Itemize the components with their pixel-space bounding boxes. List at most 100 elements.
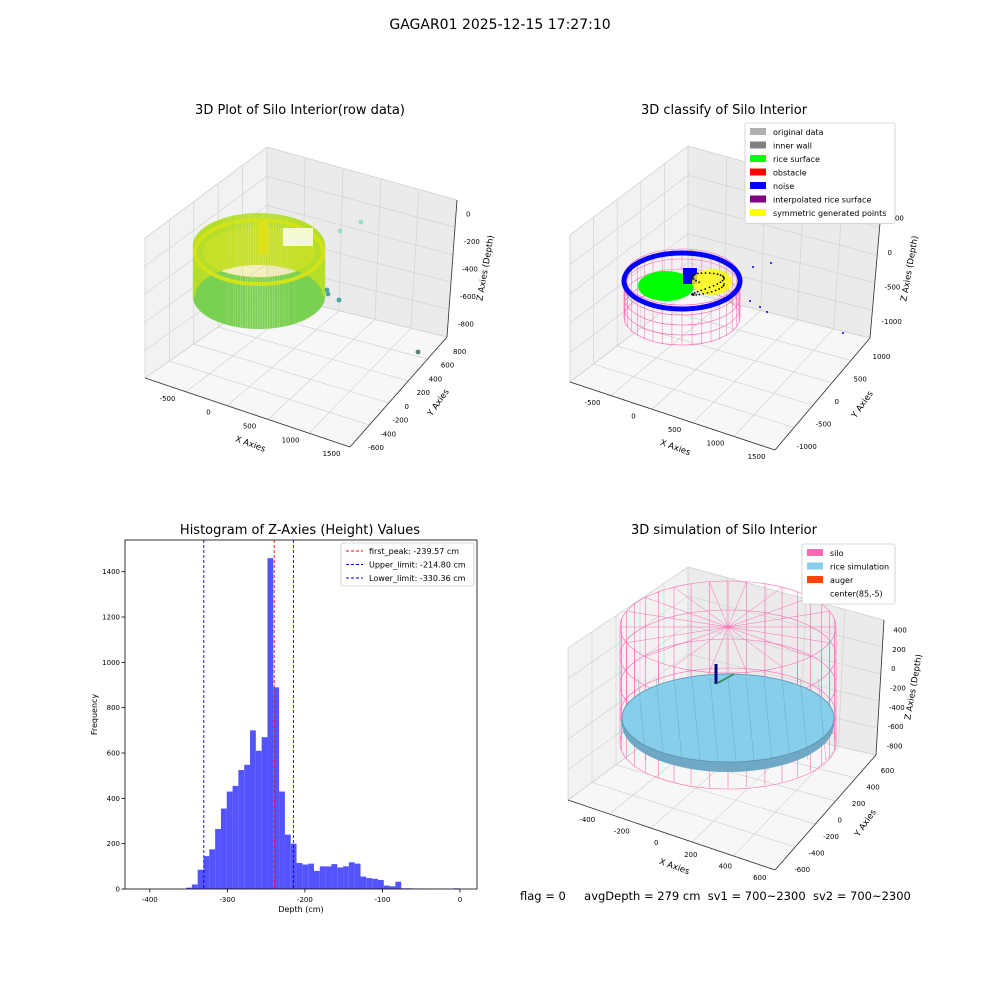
histogram-bar: [279, 791, 285, 889]
plot2-grid-line: [569, 204, 689, 295]
status-footer: flag = 0 avgDepth = 279 cm sv1 = 700~230…: [520, 889, 911, 903]
plot4-z-tick-label: 400: [893, 627, 906, 635]
plot2-obstacle-dot: [718, 288, 721, 290]
histogram-bar: [267, 558, 274, 889]
plot1-void-patch: [283, 228, 313, 246]
plot4-rice-grid-line: [781, 677, 791, 761]
histogram-legend-label: Upper_limit: -214.80 cm: [369, 561, 466, 570]
plot2-grid-line: [692, 319, 798, 424]
footer-flag: flag = 0: [520, 889, 566, 903]
plot2-grid-line: [569, 145, 689, 236]
plot1-z-tick-label: 0: [466, 211, 470, 219]
plot2-z-tick-label: -500: [885, 283, 901, 291]
plot4-silo-lid-spoke: [727, 581, 747, 628]
histogram-bar: [389, 886, 396, 889]
plot4-y-axis-line: [774, 754, 877, 871]
plot2-grid-line: [640, 327, 833, 384]
histogram-bar: [250, 730, 256, 889]
plot4-rice-grid-line: [799, 677, 809, 761]
plot1-rim-ring: [193, 218, 325, 286]
plot4-y-tick-label: 0: [838, 817, 842, 825]
plot1-grid-line: [308, 327, 412, 434]
plot4-x-tick-label: -200: [614, 828, 630, 836]
plot4-y-tick-label: 400: [866, 784, 879, 792]
histogram-bar: [343, 866, 349, 889]
plot2-x-axis-label: X Axies: [659, 438, 692, 458]
plot2-y-tick-label: 0: [835, 398, 839, 406]
plot4-rice-grid-line: [673, 677, 683, 761]
plot2-obstacle-dot: [695, 293, 698, 296]
plot2-grid-line: [593, 363, 795, 428]
plot4-silo-lid-spoke: [727, 626, 747, 673]
plot1-y-tick-label: -200: [392, 417, 408, 425]
histogram-bar: [232, 785, 239, 889]
plot4-silo-lid-spoke: [673, 626, 729, 668]
plot2-obstacle-dot: [691, 276, 694, 279]
plot2-obstacle-dot: [722, 276, 725, 279]
plot2-legend-box: [744, 122, 896, 224]
plot2-x-axis-line: [569, 381, 776, 451]
plot2-legend-swatch: [750, 141, 766, 149]
histogram-legend-label: first_peak: -239.57 cm: [369, 547, 459, 556]
plot2-obstacle-dot: [695, 279, 697, 282]
plot4-grid-line: [591, 782, 796, 848]
plot1-outlier-point: [324, 287, 330, 293]
histogram-bar: [348, 862, 355, 889]
figure-suptitle: GAGAR01 2025-12-15 17:27:10: [389, 17, 611, 33]
plot2-obstacle-dot: [721, 275, 724, 278]
plot4-rice-grid-line: [637, 677, 647, 761]
plot4-x-axis-label: X Axies: [658, 857, 691, 877]
plot4-auger-arm: [715, 673, 735, 685]
plot1-y-axis-line: [349, 336, 448, 448]
plot2-silo-mesh-ring: [623, 268, 741, 326]
plot1-y-tick-label: -600: [368, 444, 384, 452]
plot1-z-tick-label: -200: [464, 238, 480, 246]
plot1-grid-line: [193, 343, 389, 404]
histogram-legend-box: [340, 542, 475, 587]
plot4-z-tick-label: -400: [889, 704, 905, 712]
histogram-bar: [244, 764, 251, 889]
plot1-grid-line: [144, 146, 268, 239]
plot4-legend-label: center(85,-5): [830, 590, 883, 599]
plot1-grid-line: [338, 168, 344, 311]
plot4-y-axis-label: Y Axies: [852, 807, 879, 839]
histogram-bar: [302, 864, 309, 889]
plot2-legend-swatch: [750, 155, 766, 162]
plot1-outlier-point: [336, 297, 342, 303]
plot2-obstacle-dot: [712, 284, 715, 287]
histogram-y-tick-label: 800: [107, 704, 120, 712]
plot2-obstacle-dot: [723, 283, 725, 285]
plot4-x-tick-label: 200: [684, 851, 697, 859]
plot1-grid-line: [374, 178, 382, 320]
plot1-outlier-point: [358, 219, 364, 225]
plot4-grid-line: [687, 653, 880, 702]
plot4-silo-lid-spoke: [727, 611, 830, 628]
plot1-grid-line: [144, 175, 268, 267]
plot2-y-axis-label: Y Axies: [849, 389, 876, 421]
plot4-legend-swatch: [807, 576, 823, 583]
plot1-grid-line: [169, 360, 370, 426]
plot1-x-tick-label: 1500: [323, 450, 341, 458]
plot4-y-tick-label: -600: [794, 866, 810, 874]
plot4-legend-box: [801, 543, 896, 605]
plot2-grid-line: [687, 291, 871, 339]
plot4-silo-lid-spoke: [645, 597, 729, 628]
plot2-x-tick-label: -500: [585, 399, 601, 407]
plot4-z-tick-label: -600: [888, 723, 904, 731]
histogram-legend-label: Lower_limit: -330.36 cm: [369, 574, 466, 583]
plot2-obstacle-dot: [696, 272, 699, 275]
histogram-bar: [308, 863, 314, 889]
plot4-z-axis-label: Z Axies (Depth): [903, 653, 924, 720]
plot2-obstacle-dot: [722, 278, 725, 280]
plot4-x-axis-line: [567, 799, 776, 871]
plot4-y-tick-label: 600: [881, 767, 894, 775]
histogram-y-tick-label: 1400: [102, 568, 120, 576]
plot4-z-tick-label: -200: [890, 685, 906, 693]
plot2-obstacle-dot: [694, 273, 696, 276]
plot2-legend-label: original data: [773, 128, 824, 137]
plot4-silo-lid-spoke: [727, 626, 811, 657]
histogram-bar: [395, 881, 402, 889]
plot2-obstacle-dot: [722, 284, 725, 287]
plot1-x-tick-label: 1000: [282, 436, 300, 444]
plot1-x-tick-label: 500: [243, 423, 256, 431]
